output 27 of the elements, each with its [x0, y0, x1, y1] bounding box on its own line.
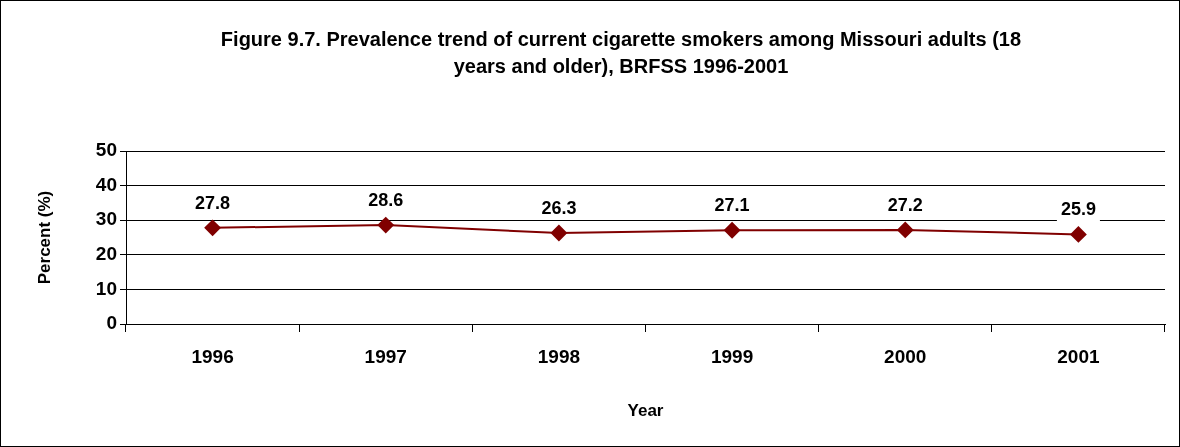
y-tick-label: 20 [95, 243, 117, 265]
y-tick-label: 10 [95, 277, 117, 299]
x-tick-label: 1997 [364, 345, 407, 367]
x-tick-label: 1996 [191, 345, 234, 367]
point [1070, 226, 1087, 243]
chart-title: Figure 9.7. Prevalence trend of current cigarette smokers among Missouri adults (18 years and older), BRFSS 1996-2001 [219, 27, 1023, 79]
x-tick-label: 1998 [537, 345, 581, 367]
y-axis-title: Percent (%) [34, 190, 54, 285]
x-tick-label: 2000 [884, 345, 927, 367]
data-label: 25.9 [1060, 199, 1096, 220]
data-label: 27.2 [887, 194, 923, 215]
data-label: 28.6 [368, 190, 404, 211]
point [897, 221, 914, 238]
point [550, 225, 567, 241]
y-tick-label: 30 [95, 208, 117, 230]
x-tick-label: 1999 [710, 345, 754, 367]
y-tick-label: 40 [95, 173, 117, 195]
point [204, 219, 221, 236]
x-tick-label: 2001 [1057, 345, 1100, 367]
point [377, 217, 394, 234]
x-axis-title: Year [627, 401, 664, 421]
y-tick-label: 0 [106, 312, 117, 334]
data-label: 27.8 [195, 192, 231, 213]
y-tick-label: 50 [95, 139, 117, 161]
data-label: 27.1 [714, 195, 750, 216]
data-label: 26.3 [541, 197, 577, 218]
point [724, 222, 741, 239]
